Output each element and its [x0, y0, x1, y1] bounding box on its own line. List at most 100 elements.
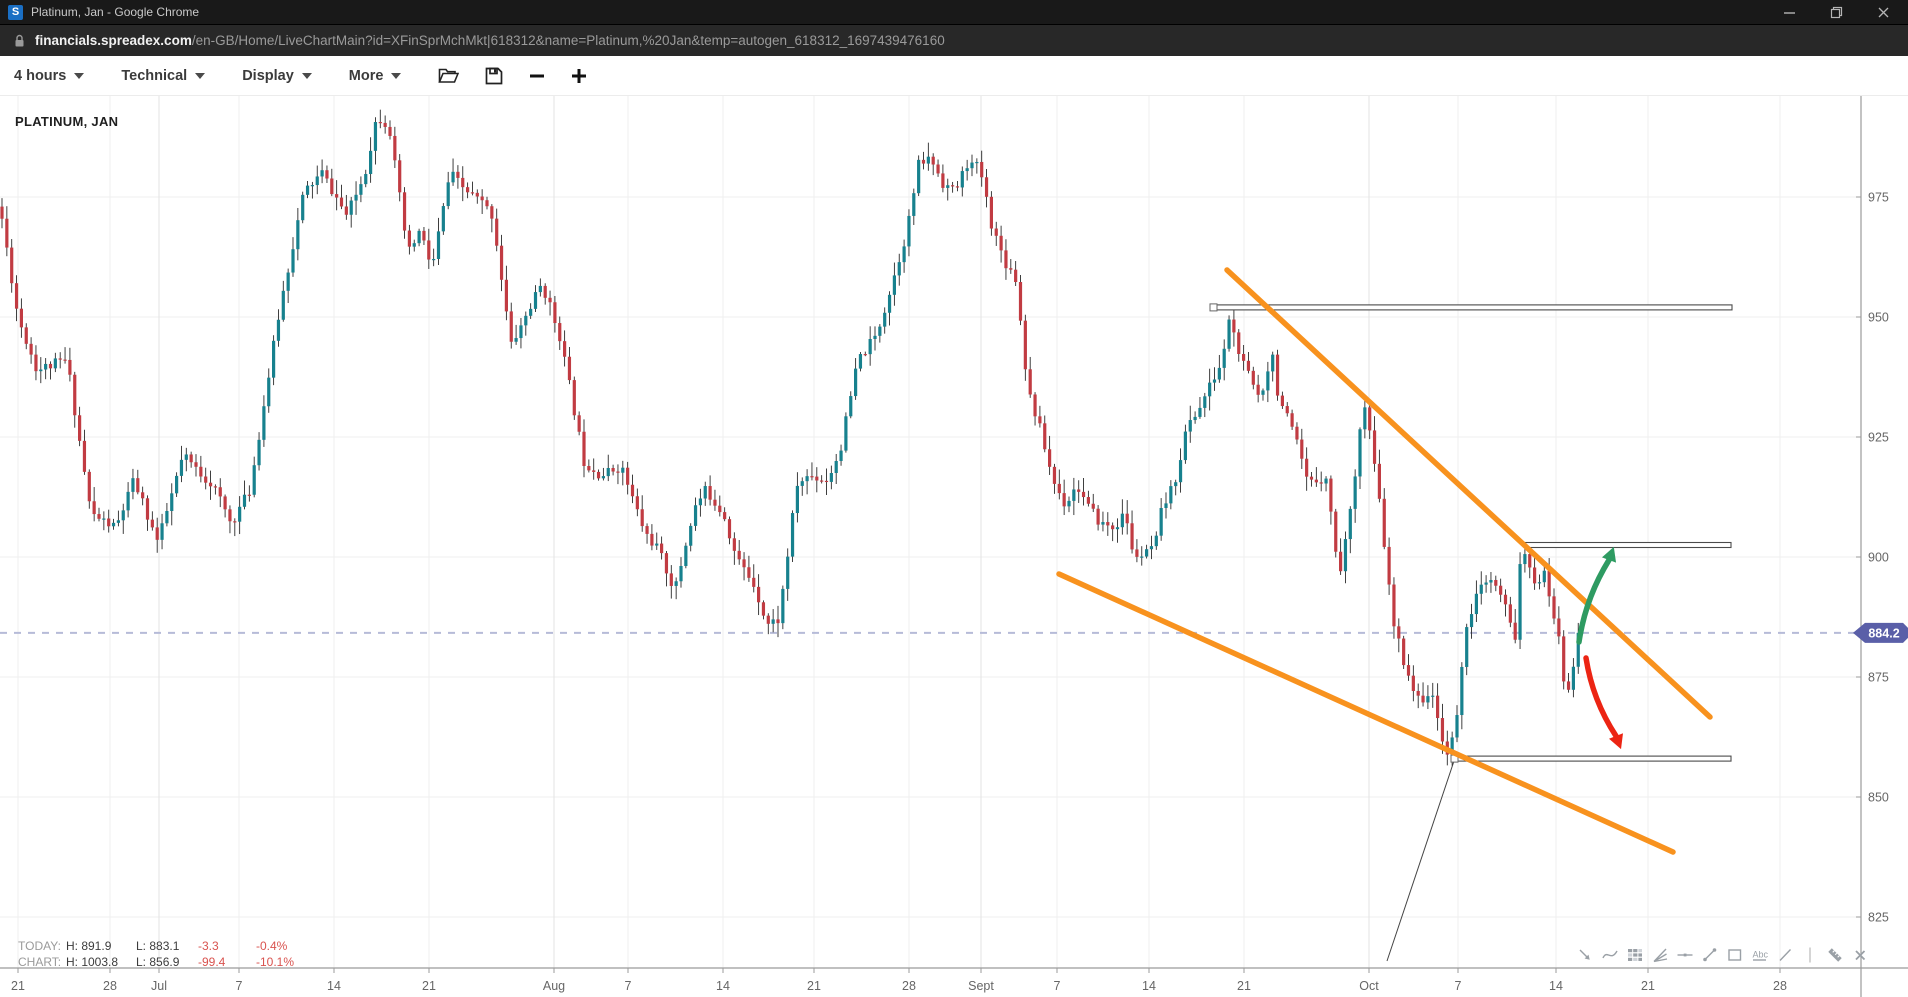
candle-body: [1489, 579, 1493, 583]
candle-body: [786, 556, 790, 589]
technical-dropdown[interactable]: Technical: [121, 68, 206, 84]
x-axis-label: 28: [1773, 979, 1787, 993]
candle-body: [208, 482, 213, 487]
candle-body: [1091, 503, 1095, 509]
candle-body: [713, 499, 717, 506]
candle-body: [693, 505, 698, 526]
line-tool-icon[interactable]: [1776, 945, 1794, 965]
candle-body: [1397, 626, 1401, 639]
candle-body: [1028, 369, 1032, 395]
candle-body: [1208, 382, 1212, 397]
candle-body: [301, 194, 305, 221]
close-button[interactable]: [1877, 6, 1890, 19]
candle-body: [708, 486, 712, 500]
candle-body: [1392, 584, 1396, 627]
candle-body: [606, 468, 610, 477]
candle-body: [747, 567, 751, 578]
candle-body: [126, 491, 130, 511]
zoom-in-button[interactable]: [571, 68, 587, 84]
candle-body: [989, 196, 993, 229]
x-axis-label: Aug: [543, 979, 565, 993]
candle-body: [194, 462, 198, 467]
curve-tool-icon[interactable]: [1601, 945, 1619, 965]
stats-row-chart: CHART: H: 1003.8 L: 856.9 -99.4 -10.1%: [18, 954, 314, 970]
level-rectangles: [1209, 303, 1733, 763]
candle-body: [1426, 696, 1430, 703]
green-up-arrow[interactable]: [1576, 557, 1612, 645]
rectangle-tool-icon[interactable]: [1726, 945, 1744, 965]
red-down-arrow[interactable]: [1583, 655, 1619, 739]
candle-body: [461, 177, 465, 188]
level-rectangle-2[interactable]: [1524, 541, 1732, 549]
candle-body: [150, 519, 154, 528]
candle-body: [339, 197, 344, 207]
window-title-bar: S Platinum, Jan - Google Chrome: [0, 0, 1908, 24]
minimize-button[interactable]: [1783, 6, 1796, 19]
candle-body: [1140, 556, 1144, 558]
pointer-arrow-icon[interactable]: [1576, 945, 1594, 965]
candle-body: [417, 230, 421, 244]
open-chart-button[interactable]: [438, 67, 460, 84]
candle-body: [1295, 426, 1299, 440]
restore-button[interactable]: [1830, 6, 1843, 19]
candle-body: [1334, 511, 1338, 552]
fan-tool-icon[interactable]: [1651, 945, 1669, 965]
x-axis-label: 14: [716, 979, 730, 993]
channel-lower-trend-line[interactable]: [1056, 571, 1676, 855]
candle-body: [53, 358, 57, 369]
candle-body: [369, 150, 373, 175]
channel-upper-trend-line[interactable]: [1224, 267, 1713, 720]
candle-body: [1081, 491, 1086, 498]
candle-body: [946, 185, 950, 188]
candle-body: [63, 359, 67, 361]
y-axis-label: 850: [1868, 791, 1889, 805]
candle-body: [73, 374, 77, 416]
more-dropdown[interactable]: More: [349, 68, 402, 84]
candle-body: [1057, 483, 1061, 494]
candle-body: [1033, 394, 1037, 417]
trend-line-tool-icon[interactable]: [1701, 945, 1719, 965]
candle-body: [1450, 737, 1454, 755]
price-badge-shape: [1853, 622, 1908, 643]
candle-body: [1309, 476, 1314, 480]
candlestick-plot[interactable]: 21 28 Jul 7 14 21 Aug 7 14 21 28 Sept 7 14 21 Oct 7 14 21 2…: [0, 96, 1908, 997]
text-tool-icon[interactable]: Abc: [1751, 945, 1769, 965]
candle-body: [984, 177, 989, 197]
ruler-tool-icon[interactable]: [1826, 945, 1844, 965]
minus-icon: [530, 74, 545, 77]
delete-tool-icon[interactable]: [1851, 945, 1869, 965]
candle-body: [170, 493, 174, 511]
horizontal-line-tool-icon[interactable]: [1676, 945, 1694, 965]
level-rectangle-3[interactable]: [1453, 755, 1732, 762]
display-dropdown[interactable]: Display: [242, 68, 312, 84]
candle-body: [1499, 585, 1503, 595]
save-chart-button[interactable]: [485, 67, 503, 85]
candle-body: [577, 415, 581, 432]
more-label: More: [348, 67, 384, 84]
y-axis-label: 825: [1868, 911, 1889, 925]
candle-body: [1406, 665, 1411, 676]
candle-body: [0, 206, 4, 219]
candle-body: [1508, 604, 1512, 623]
candle-body: [466, 187, 470, 193]
address-bar[interactable]: financials.spreadex.com/en-GB/Home/LiveC…: [0, 24, 1908, 56]
candle-body: [1101, 522, 1105, 525]
candle-body: [470, 192, 475, 194]
candle-body: [1271, 354, 1275, 372]
candle-body: [1358, 429, 1362, 477]
candle-body: [621, 467, 625, 473]
candle-body: [669, 573, 673, 586]
stats-row-today: TODAY: H: 891.9 L: 883.1 -3.3 -0.4%: [18, 938, 314, 954]
zoom-out-button[interactable]: [529, 68, 545, 84]
chart-area[interactable]: 21 28 Jul 7 14 21 Aug 7 14 21 28 Sept 7 14 21 Oct 7 14 21 2…: [0, 96, 1908, 997]
candle-body: [1145, 549, 1149, 557]
candle-body: [868, 338, 872, 355]
x-axis-label: 7: [1054, 979, 1061, 993]
level-handle[interactable]: [1209, 303, 1218, 312]
candle-body: [558, 323, 562, 342]
url-text[interactable]: financials.spreadex.com/en-GB/Home/LiveC…: [35, 33, 945, 48]
grid-tool-icon[interactable]: [1626, 945, 1644, 965]
timeframe-dropdown[interactable]: 4 hours: [14, 68, 85, 84]
candle-body: [1183, 431, 1187, 461]
level-rectangle-1[interactable]: [1212, 304, 1733, 311]
